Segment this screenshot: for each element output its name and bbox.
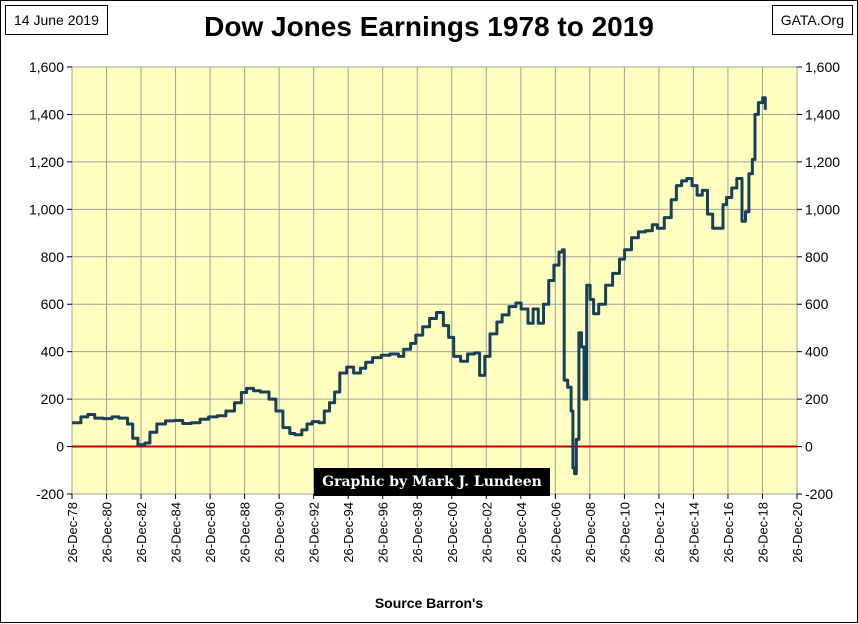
- x-tick-label: 26-Dec-88: [238, 502, 253, 563]
- y-tick-label-right: 1,200: [805, 154, 840, 170]
- y-tick-label: 1,400: [29, 106, 64, 122]
- y-tick-label-right: 800: [805, 249, 829, 265]
- x-tick-label: 26-Dec-14: [686, 502, 701, 563]
- y-axis-right: -200 0 200 400 600 800 1,000 1,200 1,400 1,600: [797, 59, 840, 502]
- x-axis-label: Source Barron's: [374, 595, 484, 611]
- x-tick-label: 26-Dec-00: [445, 502, 460, 563]
- x-tick-label: 26-Dec-80: [100, 502, 115, 563]
- source-label: GATA.Org: [771, 5, 853, 35]
- y-tick-label-right: -200: [805, 486, 833, 502]
- y-tick-label-right: 1,600: [805, 59, 840, 75]
- earnings-series-line: [72, 96, 767, 476]
- x-tick-label: 26-Dec-16: [721, 502, 736, 563]
- y-tick-label: 200: [41, 391, 65, 407]
- y-tick-label: 1,200: [29, 154, 64, 170]
- y-tick-label: 400: [41, 344, 65, 360]
- x-tick-label: 26-Dec-84: [169, 502, 184, 563]
- x-tick-label: 26-Dec-08: [583, 502, 598, 563]
- x-tick-label: 26-Dec-82: [134, 502, 149, 563]
- x-tick-label: 26-Dec-90: [272, 502, 287, 563]
- y-tick-label-right: 400: [805, 344, 829, 360]
- y-tick-label-right: 1,400: [805, 106, 840, 122]
- grid: [71, 66, 798, 495]
- y-axis-left: -200 0 200 400 600 800 1,000 1,200 1,400 1,600: [29, 59, 72, 502]
- y-tick-label: 600: [41, 296, 65, 312]
- y-tick-label: 1,600: [29, 59, 64, 75]
- y-tick-label: 1,000: [29, 201, 64, 217]
- x-tick-label: 26-Dec-78: [65, 502, 80, 563]
- x-tick-label: 26-Dec-12: [652, 502, 667, 563]
- y-tick-label-right: 600: [805, 296, 829, 312]
- x-axis: 26-Dec-78 26-Dec-80 26-Dec-82 26-Dec-84 26-D…: [65, 494, 805, 563]
- chart-title: Dow Jones Earnings 1978 to 2019: [204, 11, 654, 42]
- y-tick-label-right: 0: [805, 439, 813, 455]
- x-tick-label: 26-Dec-20: [790, 502, 805, 563]
- plot-area: [71, 66, 798, 495]
- series-group: [72, 96, 767, 476]
- y-tick-label-right: 200: [805, 391, 829, 407]
- x-tick-label: 26-Dec-92: [307, 502, 322, 563]
- date-label: 14 June 2019: [5, 5, 108, 35]
- y-tick-label-right: 1,000: [805, 201, 840, 217]
- x-tick-label: 26-Dec-94: [341, 502, 356, 563]
- x-tick-label: 26-Dec-98: [410, 502, 425, 563]
- y-tick-label: 0: [56, 439, 64, 455]
- x-tick-label: 26-Dec-06: [548, 502, 563, 563]
- x-tick-label: 26-Dec-10: [617, 502, 632, 563]
- plot-background: [71, 66, 798, 495]
- x-tick-label: 26-Dec-18: [755, 502, 770, 563]
- credit-banner: Graphic by Mark J. Lundeen: [314, 468, 550, 496]
- x-tick-label: 26-Dec-96: [376, 502, 391, 563]
- x-tick-label: 26-Dec-86: [203, 502, 218, 563]
- y-tick-label: 800: [41, 249, 65, 265]
- x-tick-label: 26-Dec-04: [514, 502, 529, 563]
- x-tick-label: 26-Dec-02: [479, 502, 494, 563]
- y-tick-label: -200: [36, 486, 64, 502]
